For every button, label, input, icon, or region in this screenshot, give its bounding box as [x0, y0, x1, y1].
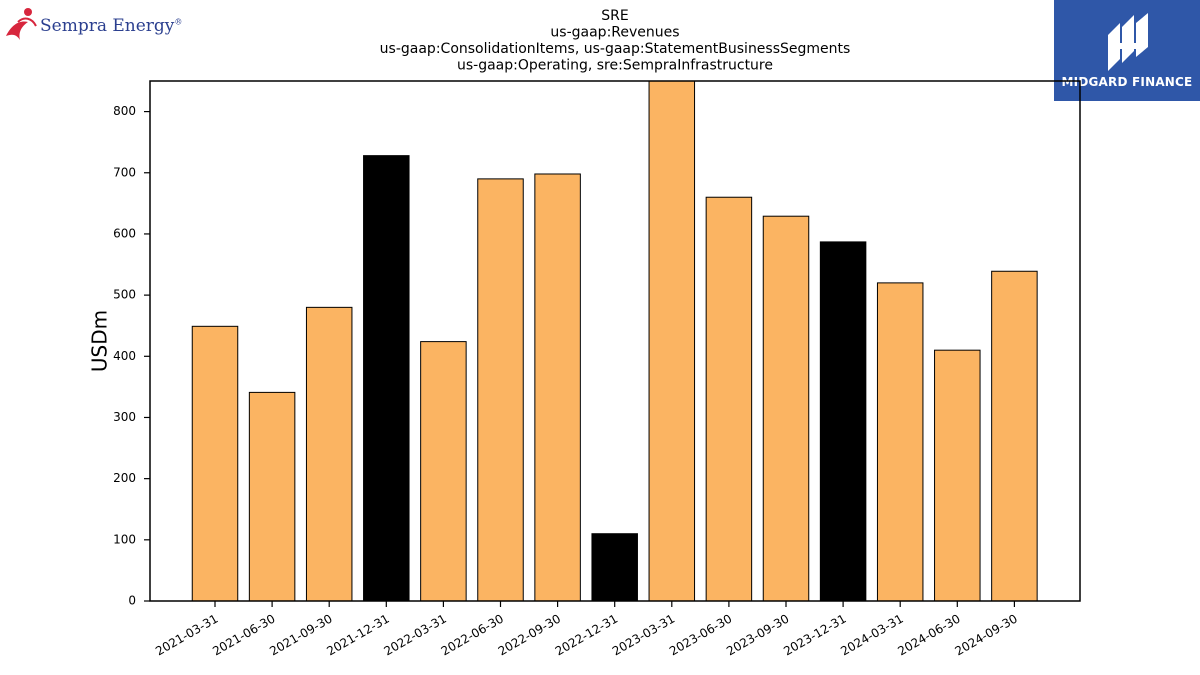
y-tick-label: 0: [128, 594, 136, 608]
x-tick-label: 2022-03-31: [381, 611, 448, 658]
x-tick-label: 2023-03-31: [610, 611, 677, 658]
sempra-figure-icon: [6, 8, 37, 40]
bar-2023-03-31: [648, 80, 696, 602]
x-tick-label: 2022-09-30: [496, 611, 563, 658]
x-tick-label: 2024-03-31: [838, 611, 905, 658]
bar-2021-03-31: [191, 325, 239, 602]
chart-title-line: us-gaap:ConsolidationItems, us-gaap:Stat…: [380, 41, 851, 57]
y-tick-label: 200: [113, 471, 136, 485]
x-tick-label: 2021-09-30: [267, 611, 334, 658]
chart-title: SREus-gaap:Revenuesus-gaap:Consolidation…: [380, 8, 851, 74]
y-axis: 0 100 200 300 400 500 600 700 800: [113, 104, 150, 608]
x-tick-label: 2022-06-30: [439, 611, 506, 658]
chart-title-line: SRE: [601, 8, 628, 24]
midgard-logo: MIDGARD FINANCE: [1054, 0, 1200, 101]
y-tick-label: 800: [113, 104, 136, 118]
y-tick-label: 700: [113, 165, 136, 179]
midgard-mark-icon: [1108, 12, 1148, 71]
midgard-logo-text: MIDGARD FINANCE: [1061, 74, 1193, 89]
x-tick-label: 2023-06-30: [667, 611, 734, 658]
y-tick-label: 100: [113, 532, 136, 546]
bar-2021-09-30: [305, 306, 353, 602]
sempra-logo: Sempra Energy®: [4, 4, 182, 48]
bar-2022-09-30: [534, 173, 581, 602]
bar-2022-03-31: [420, 341, 467, 602]
x-tick-label: 2024-09-30: [952, 611, 1019, 658]
x-tick-label: 2021-06-30: [210, 611, 277, 658]
sempra-logo-registered: ®: [174, 17, 183, 27]
bar-2021-12-31: [363, 155, 410, 602]
x-axis: 2021-03-312021-06-302021-09-302021-12-31…: [153, 601, 1020, 658]
x-tick-label: 2021-03-31: [153, 611, 220, 658]
chart-title-line: us-gaap:Revenues: [550, 25, 679, 41]
x-tick-label: 2021-12-31: [324, 611, 391, 658]
y-tick-label: 300: [113, 410, 136, 424]
y-tick-label: 400: [113, 349, 136, 363]
x-tick-label: 2023-09-30: [724, 611, 791, 658]
bar-2022-12-31: [591, 533, 638, 602]
bar-2021-06-30: [248, 391, 296, 602]
y-axis-label: USDm: [88, 310, 112, 372]
bar-series: [191, 80, 1038, 602]
bar-2023-12-31: [819, 241, 867, 602]
bar-2022-06-30: [477, 178, 524, 602]
bar-2024-09-30: [991, 270, 1038, 602]
x-tick-label: 2024-06-30: [895, 611, 962, 658]
y-tick-label: 500: [113, 288, 136, 302]
bar-2024-03-31: [876, 282, 924, 602]
x-tick-label: 2022-12-31: [553, 611, 620, 658]
y-tick-label: 600: [113, 226, 136, 240]
bar-2023-06-30: [705, 196, 753, 602]
bar-2023-09-30: [762, 215, 810, 602]
sempra-logo-text: Sempra Energy: [40, 16, 175, 36]
x-tick-label: 2023-12-31: [781, 611, 848, 658]
chart-title-line: us-gaap:Operating, sre:SempraInfrastruct…: [457, 58, 773, 74]
bar-2024-06-30: [934, 349, 981, 602]
